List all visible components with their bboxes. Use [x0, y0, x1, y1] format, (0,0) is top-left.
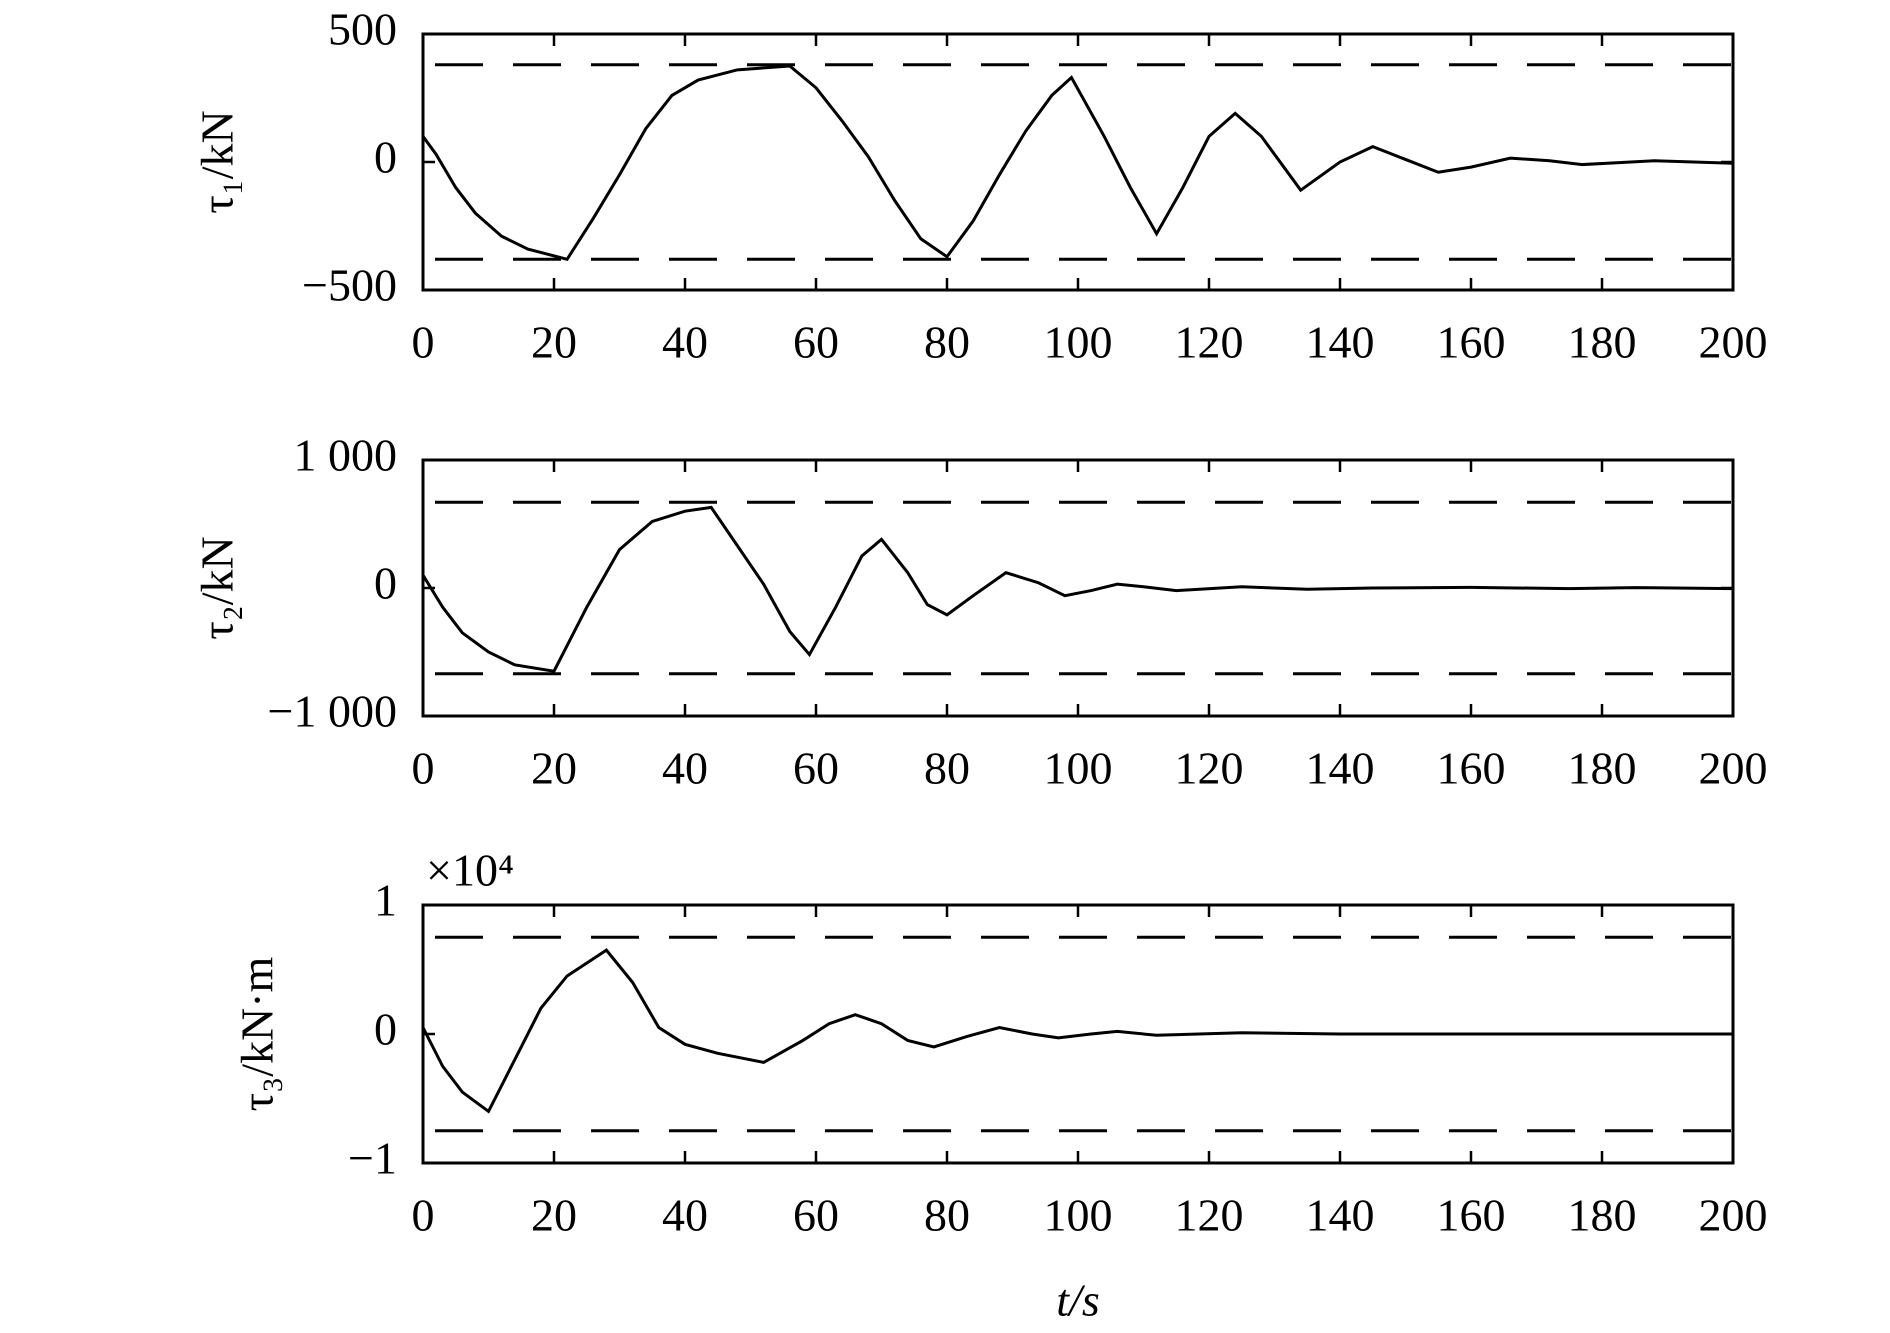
- x-tick-label: 200: [1699, 1190, 1768, 1241]
- y-tick-label: 1 000: [294, 430, 398, 481]
- data-line: [421, 948, 1733, 1114]
- x-tick-label: 180: [1568, 1190, 1637, 1241]
- x-tick-label: 40: [662, 1190, 708, 1241]
- x-tick-label: 160: [1437, 317, 1506, 368]
- x-tick-label: 140: [1306, 317, 1375, 368]
- x-tick-label: 120: [1175, 743, 1244, 794]
- y-axis-label: τ₁/kN: [192, 110, 243, 214]
- x-tick-label: 160: [1437, 1190, 1506, 1241]
- x-tick-label: 0: [412, 1190, 435, 1241]
- y-tick-label: 0: [374, 1004, 397, 1055]
- y-tick-label: 500: [328, 4, 397, 55]
- x-axis-label: t/s: [1056, 1275, 1099, 1326]
- x-tick-label: 20: [531, 317, 577, 368]
- x-tick-label: 80: [924, 1190, 970, 1241]
- x-tick-label: 60: [793, 1190, 839, 1241]
- x-tick-label: 120: [1175, 1190, 1244, 1241]
- y-multiplier: ×10⁴: [426, 845, 514, 896]
- x-tick-label: 60: [793, 743, 839, 794]
- x-tick-label: 40: [662, 317, 708, 368]
- data-line: [421, 64, 1734, 262]
- x-tick-label: 0: [412, 317, 435, 368]
- x-tick-label: 0: [412, 743, 435, 794]
- x-tick-label: 200: [1699, 743, 1768, 794]
- y-tick-label: −1: [348, 1133, 397, 1184]
- x-tick-label: 80: [924, 317, 970, 368]
- x-tick-label: 120: [1175, 317, 1244, 368]
- y-tick-label: −1 000: [268, 686, 397, 737]
- y-axis-label: τ₃/kN·m: [232, 956, 283, 1111]
- x-tick-label: 40: [662, 743, 708, 794]
- x-tick-label: 140: [1306, 1190, 1375, 1241]
- x-tick-label: 20: [531, 1190, 577, 1241]
- y-tick-label: 1: [374, 875, 397, 926]
- y-axis-label: τ₂/kN: [192, 536, 243, 640]
- x-tick-label: 180: [1568, 743, 1637, 794]
- data-line: [421, 505, 1734, 673]
- x-tick-label: 80: [924, 743, 970, 794]
- x-tick-label: 60: [793, 317, 839, 368]
- x-tick-label: 100: [1044, 743, 1113, 794]
- y-tick-label: 0: [374, 132, 397, 183]
- x-tick-label: 180: [1568, 317, 1637, 368]
- x-tick-label: 140: [1306, 743, 1375, 794]
- y-tick-label: −500: [302, 260, 397, 311]
- x-tick-label: 200: [1699, 317, 1768, 368]
- x-tick-label: 100: [1044, 1190, 1113, 1241]
- x-tick-label: 100: [1044, 317, 1113, 368]
- x-tick-label: 20: [531, 743, 577, 794]
- x-tick-label: 160: [1437, 743, 1506, 794]
- y-tick-label: 0: [374, 558, 397, 609]
- plot-frame: [421, 32, 1735, 292]
